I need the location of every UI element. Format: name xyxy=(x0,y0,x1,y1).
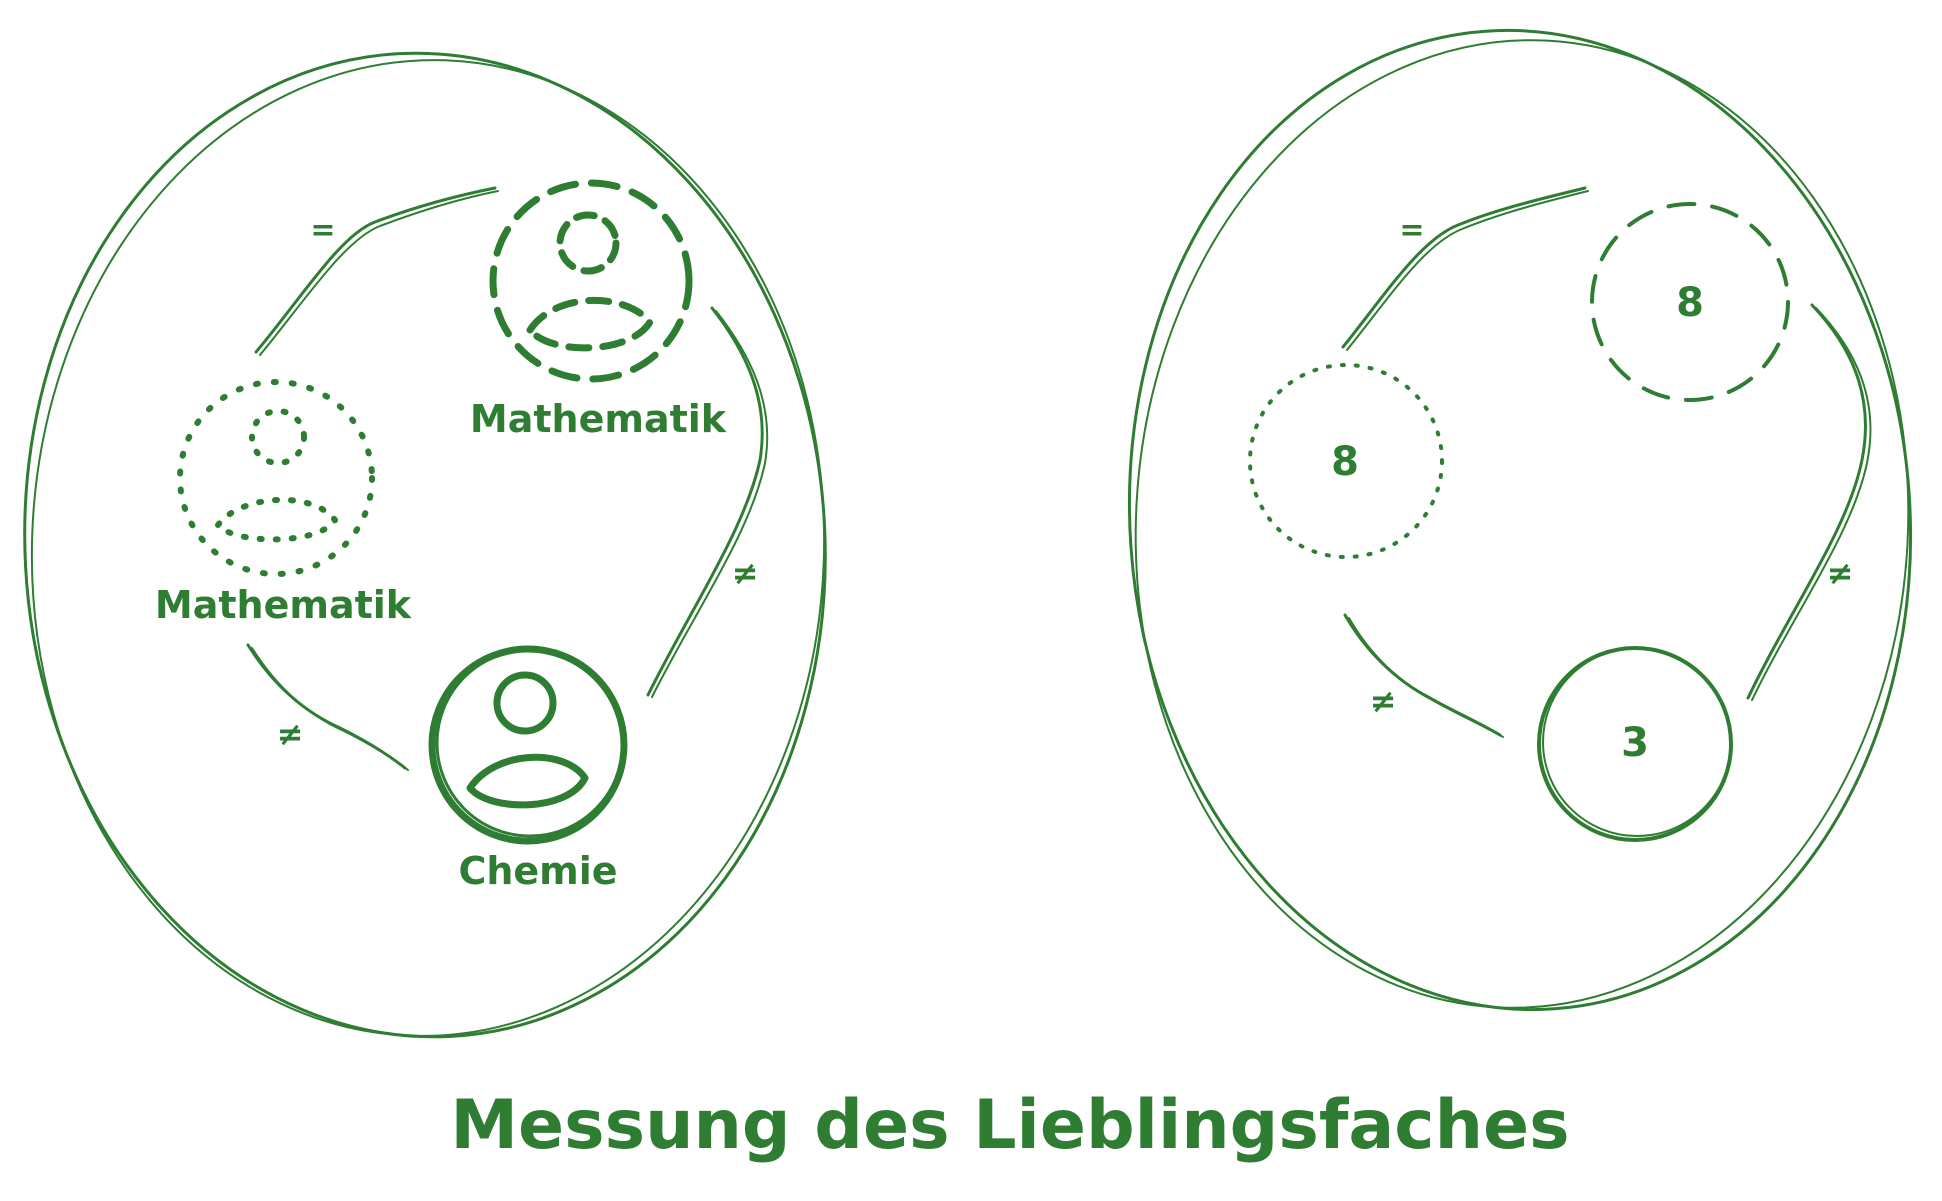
right-connector-not-equal-bottom xyxy=(1343,613,1504,738)
left-node-dotted xyxy=(177,379,375,577)
left-connector-equal xyxy=(254,186,499,356)
right-node-dotted xyxy=(1248,363,1444,559)
right-node-solid xyxy=(1537,646,1733,842)
right-equal-symbol: = xyxy=(1399,213,1424,248)
left-not-equal-symbol-bottom: ≠ xyxy=(277,715,304,753)
left-connector-not-equal-bottom xyxy=(246,643,409,771)
right-outer-ellipse xyxy=(1127,28,1913,1012)
left-connector-not-equal-right xyxy=(646,306,769,698)
right-connector-not-equal-right xyxy=(1746,303,1872,701)
left-node-dashed xyxy=(489,179,693,383)
right-connector-equal xyxy=(1341,186,1589,351)
left-equal-symbol: = xyxy=(310,213,335,248)
right-panel: = ≠ ≠ 8 8 3 xyxy=(1127,28,1913,1012)
diagram-title: Messung des Lieblingsfaches xyxy=(450,1086,1569,1165)
right-node-solid-value: 3 xyxy=(1621,720,1649,766)
left-node-dashed-label: Mathematik xyxy=(470,397,727,441)
left-outer-ellipse xyxy=(23,51,827,1039)
person-icon xyxy=(466,671,589,809)
left-not-equal-symbol-right: ≠ xyxy=(732,554,759,592)
left-node-solid-label: Chemie xyxy=(458,849,617,893)
right-node-dashed xyxy=(1590,202,1790,402)
left-panel: = ≠ ≠ Mathematik xyxy=(23,51,827,1039)
right-node-dashed-value: 8 xyxy=(1676,280,1704,326)
right-not-equal-symbol-right: ≠ xyxy=(1827,554,1854,592)
right-not-equal-symbol-bottom: ≠ xyxy=(1370,682,1397,720)
right-node-dotted-value: 8 xyxy=(1331,439,1359,485)
left-node-dotted-label: Mathematik xyxy=(155,583,412,627)
person-icon xyxy=(215,408,338,543)
left-node-solid xyxy=(428,645,628,845)
person-icon xyxy=(526,211,654,352)
